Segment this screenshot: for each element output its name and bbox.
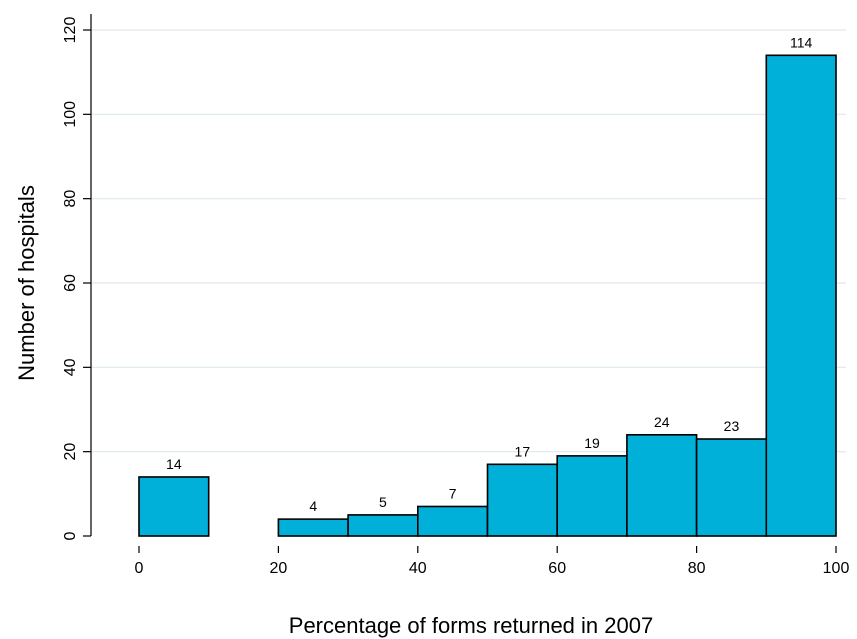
x-axis-title: Percentage of forms returned in 2007 xyxy=(289,613,653,638)
bar-value-label: 19 xyxy=(584,435,600,451)
bar-value-labels: 14 4 5 7 17 19 24 23 114 xyxy=(166,34,812,514)
bar-value-label: 5 xyxy=(379,494,387,510)
axes: 0 20 40 60 80 100 120 0 20 40 60 80 100 xyxy=(62,14,849,577)
y-tick-label: 100 xyxy=(62,101,79,128)
x-tick-label: 40 xyxy=(409,560,427,577)
y-tick-label: 40 xyxy=(62,358,79,376)
y-tick-label: 120 xyxy=(62,17,79,44)
x-tick-label: 60 xyxy=(548,560,566,577)
histogram-bar xyxy=(347,514,419,537)
y-tick-label: 20 xyxy=(62,443,79,461)
histogram-bar xyxy=(416,505,489,537)
bar-value-label: 114 xyxy=(790,34,813,50)
x-tick-label: 80 xyxy=(688,560,706,577)
histogram-bar xyxy=(138,476,210,537)
y-axis-title: Number of hospitals xyxy=(14,185,39,381)
histogram-bar xyxy=(556,455,628,537)
x-tick-label: 20 xyxy=(270,560,288,577)
histogram-bar xyxy=(695,438,768,537)
bar-value-label: 23 xyxy=(724,418,740,434)
bar-value-label: 7 xyxy=(449,485,457,501)
grid-lines xyxy=(91,29,846,453)
bar-value-label: 24 xyxy=(654,414,670,430)
x-tick-label: 100 xyxy=(823,560,850,577)
x-tick-label: 0 xyxy=(135,560,144,577)
bars xyxy=(138,54,837,537)
y-tick-label: 80 xyxy=(62,190,79,208)
y-tick-label: 0 xyxy=(62,531,79,540)
y-tick-label: 60 xyxy=(62,274,79,292)
histogram-bar xyxy=(486,463,558,537)
bar-value-label: 17 xyxy=(515,443,531,459)
histogram-bar xyxy=(765,54,837,537)
histogram-bar xyxy=(626,433,698,537)
bar-value-label: 4 xyxy=(309,498,317,514)
bar-value-label: 14 xyxy=(166,456,182,472)
histogram-bar xyxy=(277,518,349,537)
